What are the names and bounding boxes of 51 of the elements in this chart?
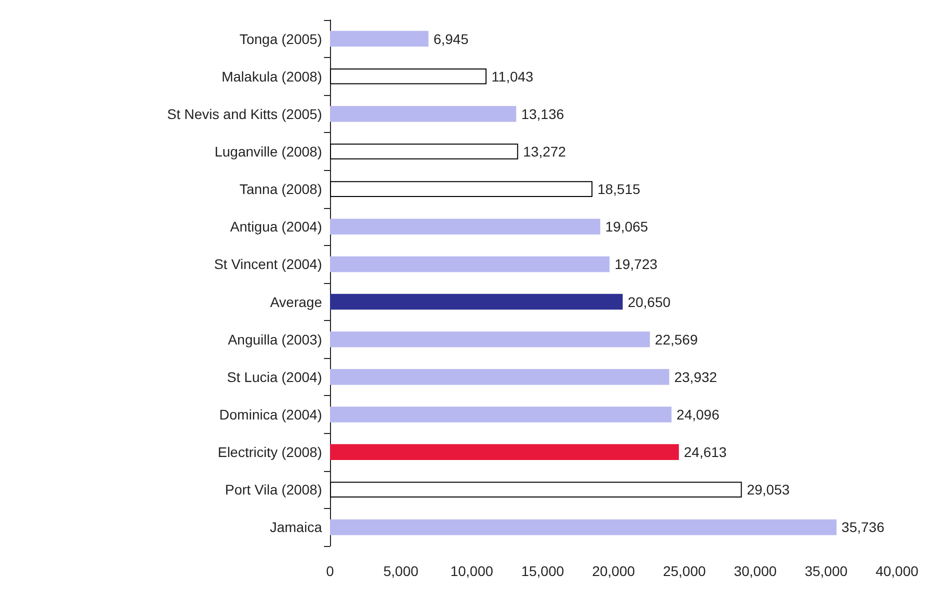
y-tick-label: St Vincent (2004): [214, 256, 322, 272]
bar: [330, 331, 650, 348]
data-label: 13,272: [523, 144, 566, 160]
data-label: 24,613: [684, 444, 727, 460]
x-tick-label: 10,000: [450, 563, 494, 579]
y-tick-label: Electricity (2008): [218, 444, 322, 460]
data-label: 11,043: [492, 68, 534, 84]
y-tick-label: Tanna (2008): [239, 181, 322, 198]
bar: [330, 144, 518, 160]
x-tick-label: 20,000: [592, 563, 636, 579]
x-tick-label: 25,000: [662, 563, 706, 579]
bar: [330, 519, 837, 536]
data-label: 29,053: [746, 482, 790, 498]
y-tick-label: Antigua (2004): [230, 218, 322, 235]
bar: [330, 256, 610, 272]
x-tick-label: 15,000: [521, 563, 564, 579]
bar: [330, 218, 600, 235]
bar: [330, 406, 672, 422]
bar: [330, 30, 428, 47]
data-label: 35,736: [842, 519, 885, 536]
bar: [330, 106, 516, 122]
data-label: 13,136: [521, 106, 564, 122]
data-label: 24,096: [676, 406, 720, 422]
bar: [330, 482, 742, 498]
y-tick-label: St Nevis and Kitts (2005): [167, 106, 322, 122]
x-tick-label: 5,000: [383, 563, 419, 579]
x-tick-label: 40,000: [876, 563, 919, 579]
y-tick-label: St Lucia (2004): [227, 368, 322, 385]
y-tick-label: Tonga (2005): [239, 30, 322, 47]
data-label: 20,650: [628, 294, 671, 310]
data-label: 19,065: [605, 218, 648, 235]
x-tick-label: 35,000: [804, 563, 848, 579]
x-tick-label: 0: [326, 563, 334, 579]
bar: [330, 68, 487, 84]
y-tick-label: Anguilla (2003): [228, 331, 322, 348]
data-label: 6,945: [433, 30, 469, 47]
y-tick-label: Jamaica: [270, 519, 322, 536]
y-tick-label: Luganville (2008): [214, 144, 322, 160]
y-tick-label: Port Vila (2008): [224, 482, 322, 498]
y-tick-label: Malakula (2008): [222, 68, 322, 84]
data-label: 19,723: [614, 256, 658, 272]
bar: [330, 294, 623, 310]
data-label: 23,932: [674, 368, 718, 385]
bar: [330, 369, 670, 385]
y-tick-label: Dominica (2004): [219, 406, 322, 422]
data-label: 18,515: [597, 181, 640, 198]
bar: [330, 181, 592, 197]
x-tick-label: 30,000: [734, 563, 777, 579]
bar: [330, 444, 679, 460]
data-label: 22,569: [654, 331, 698, 348]
y-tick-label: Average: [270, 294, 322, 310]
